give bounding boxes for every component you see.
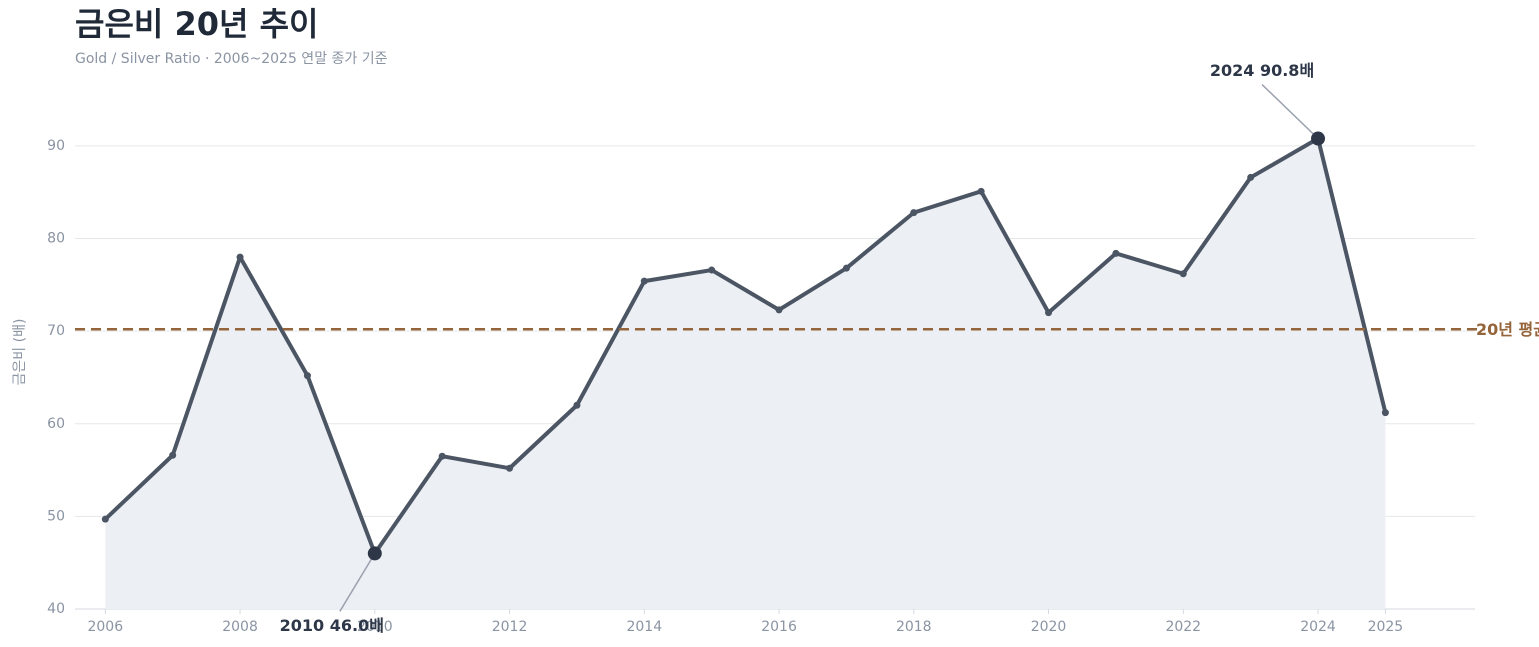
x-tick-label: 2018 <box>896 619 932 635</box>
point <box>977 187 985 195</box>
y-tick-label: 70 <box>47 323 65 339</box>
line <box>103 136 1388 556</box>
point <box>640 277 648 285</box>
y-tick-label: 50 <box>47 508 65 524</box>
x-tick-label: 2008 <box>222 619 258 635</box>
y-tick-label: 40 <box>47 601 65 617</box>
point <box>438 452 446 460</box>
point <box>842 264 850 272</box>
point <box>1045 309 1053 317</box>
x-tick-label: 2006 <box>87 619 123 635</box>
x-tick-label: 2016 <box>761 619 797 635</box>
x-tick-label: 2014 <box>626 619 662 635</box>
highlight-point <box>1311 131 1326 146</box>
annotation-connector <box>1261 83 1319 140</box>
y-axis-label: 금은비 (배) <box>12 319 28 386</box>
highlight-point <box>367 546 382 561</box>
point <box>236 253 244 261</box>
x-tick-label: 2022 <box>1165 619 1201 635</box>
x-tick-label: 2012 <box>492 619 528 635</box>
x-tick-label: 2024 <box>1300 619 1336 635</box>
point <box>169 451 177 459</box>
annotation-label: 2024 90.8배 <box>1210 61 1314 80</box>
chart-title: 금은비 20년 추이 <box>75 5 318 43</box>
point <box>101 515 109 523</box>
x-tick-label: 2010 <box>357 619 393 635</box>
point <box>910 209 918 217</box>
point <box>303 372 311 380</box>
point <box>775 306 783 314</box>
y-tick-label: 90 <box>47 138 65 154</box>
point <box>1179 270 1187 278</box>
point <box>506 464 514 472</box>
point <box>1112 249 1120 257</box>
y-tick-label: 60 <box>47 416 65 432</box>
x-tick-label: 2025 <box>1368 619 1404 635</box>
y-tick-label: 80 <box>47 231 65 247</box>
area <box>105 138 1386 609</box>
average-label: 20년 평균 70.2배 <box>1476 320 1539 339</box>
x-tick-label: 2020 <box>1031 619 1067 635</box>
annotation-label: 2010 46.0배 <box>280 616 384 635</box>
chart-subtitle: Gold / Silver Ratio · 2006~2025 연말 종가 기준 <box>75 51 388 67</box>
point <box>708 266 716 274</box>
point <box>1381 409 1389 417</box>
annotation-connector <box>339 553 376 612</box>
point <box>573 401 581 409</box>
point <box>1247 173 1255 181</box>
